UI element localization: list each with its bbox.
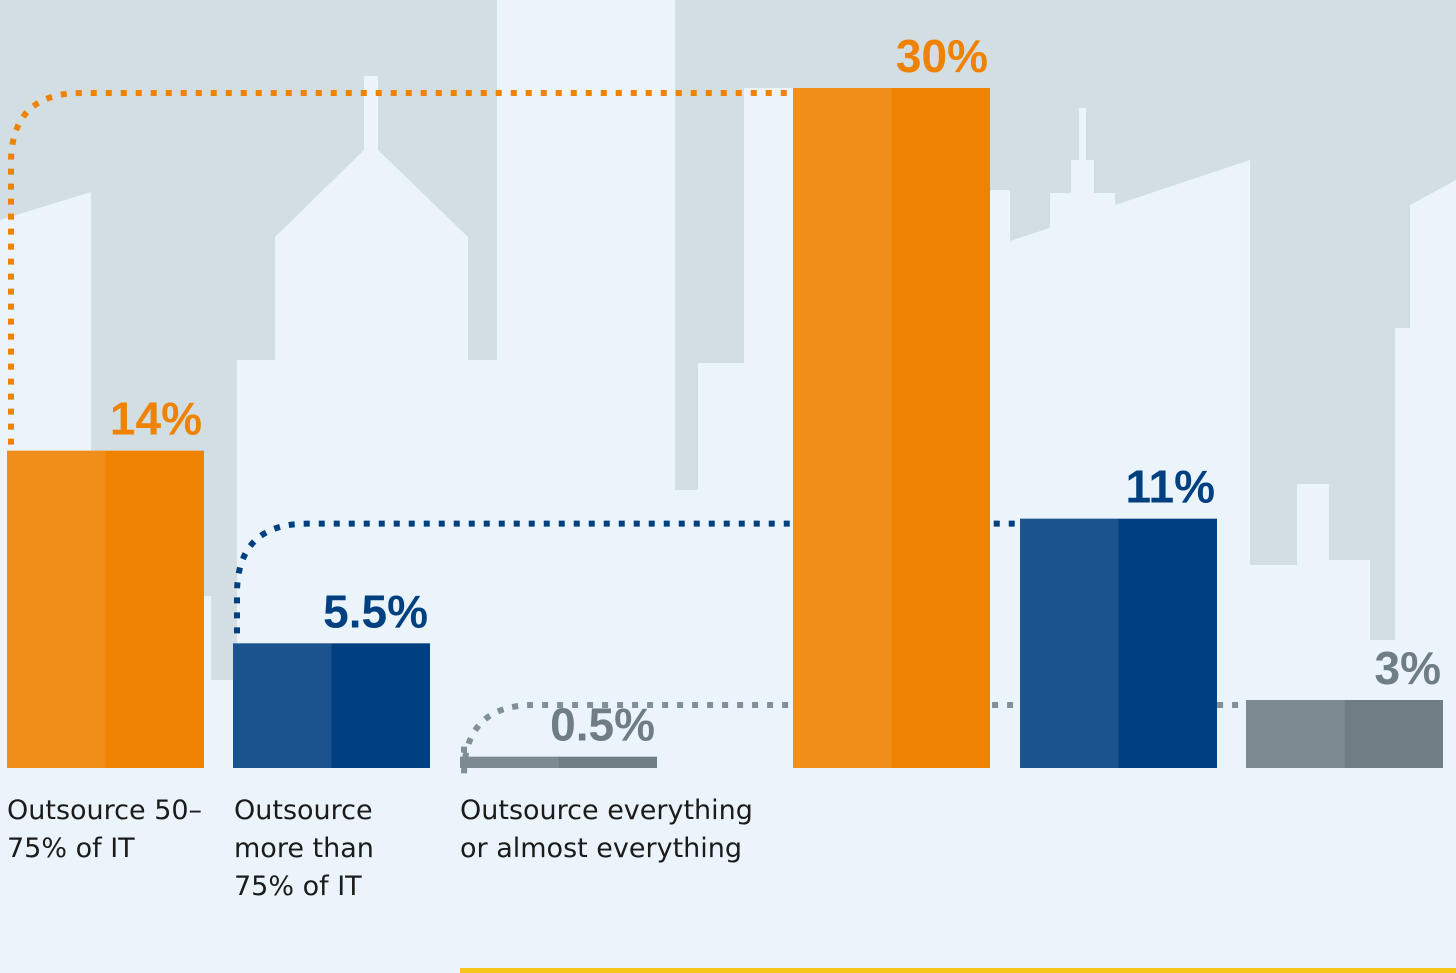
value-label: 3% xyxy=(1375,642,1441,694)
bar xyxy=(1246,700,1443,768)
bar xyxy=(7,450,204,768)
skyline xyxy=(0,0,1456,680)
bar-highlight xyxy=(1246,700,1345,768)
value-label: 14% xyxy=(110,393,202,445)
value-label: 0.5% xyxy=(550,699,655,751)
category-label: Outsource more than 75% of IT xyxy=(234,795,374,902)
bar-highlight xyxy=(7,450,106,768)
bar-highlight xyxy=(793,88,892,768)
bar xyxy=(1020,518,1217,768)
connector xyxy=(8,90,793,445)
accent-line xyxy=(460,968,1456,973)
bar-highlight xyxy=(460,756,559,768)
category-label: Outsource everything or almost everythin… xyxy=(460,795,753,864)
connector xyxy=(234,520,1020,634)
bar xyxy=(793,88,990,768)
value-label: 30% xyxy=(896,30,988,82)
bar xyxy=(460,756,657,768)
bar-highlight xyxy=(233,643,332,768)
bar xyxy=(233,643,430,768)
value-label: 11% xyxy=(1125,461,1215,513)
value-label: 5.5% xyxy=(323,585,428,637)
bar-highlight xyxy=(1020,518,1119,768)
category-label: Outsource 50–75% of IT xyxy=(7,795,203,864)
